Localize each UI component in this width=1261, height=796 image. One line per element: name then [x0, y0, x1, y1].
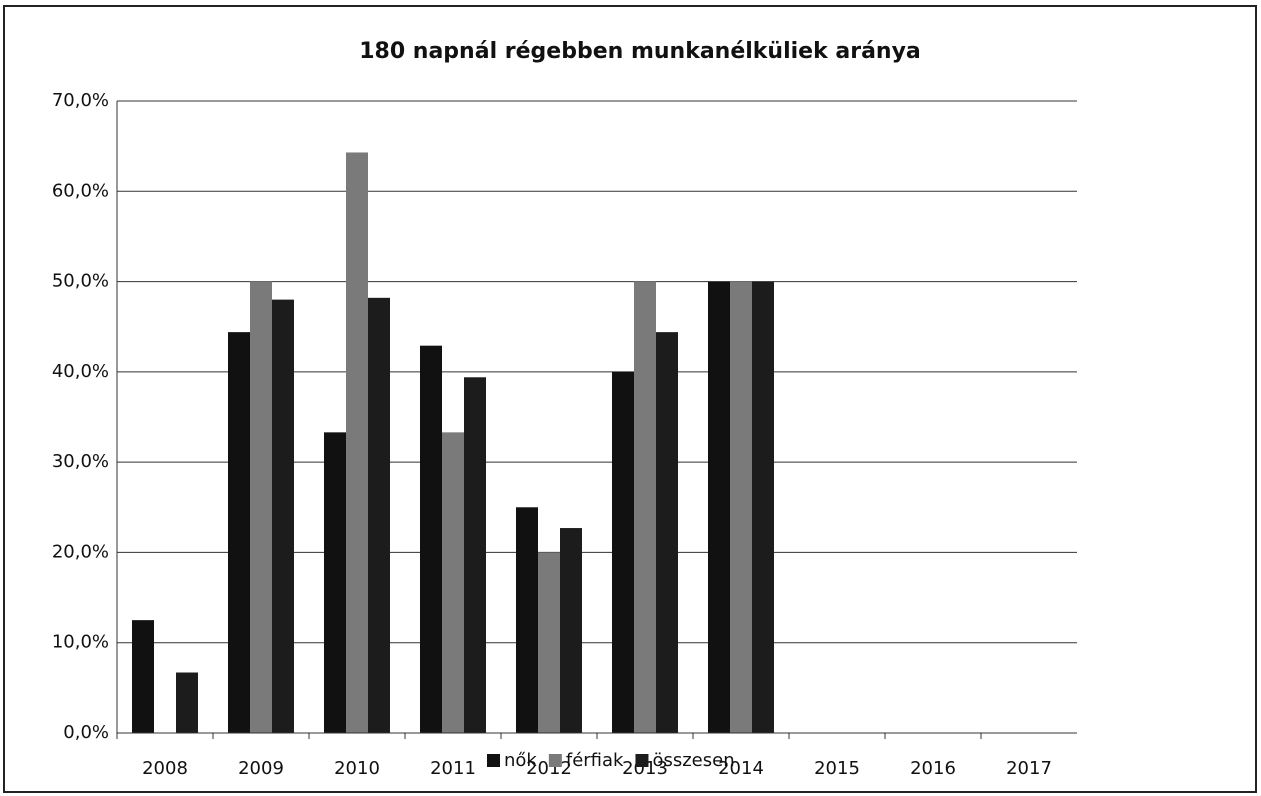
x-tick-label: 2013: [622, 758, 668, 779]
bar: [420, 345, 442, 733]
chart-frame: [3, 5, 1257, 793]
x-tick-label: 2010: [334, 758, 380, 779]
bar: [752, 281, 774, 733]
y-tick-label: 60,0%: [52, 180, 109, 201]
y-tick-label: 0,0%: [63, 722, 109, 743]
legend-swatch: [635, 754, 649, 767]
bar: [612, 371, 634, 733]
y-tick-label: 10,0%: [52, 632, 109, 653]
bar: [442, 432, 464, 733]
y-tick-label: 50,0%: [52, 271, 109, 292]
bar: [368, 297, 390, 733]
x-tick-label: 2008: [142, 758, 188, 779]
bar: [272, 299, 294, 733]
legend-swatch: [487, 754, 500, 767]
legend-label: férfiak: [566, 750, 624, 771]
legend-label: összesen: [652, 750, 734, 771]
chart-title: 180 napnál régebben munkanélküliek arány…: [359, 39, 921, 64]
x-tick-label: 2014: [718, 758, 764, 779]
bar: [516, 507, 538, 733]
x-tick-label: 2011: [430, 758, 476, 779]
x-tick-label: 2015: [814, 758, 860, 779]
legend-label: nők: [504, 750, 537, 771]
bar: [250, 281, 272, 733]
bar: [346, 152, 368, 733]
y-tick-label: 40,0%: [52, 361, 109, 382]
bar: [176, 672, 198, 733]
bar: [324, 432, 346, 733]
bar: [538, 552, 560, 733]
bar: [132, 620, 154, 733]
bar: [730, 281, 752, 733]
x-tick-label: 2009: [238, 758, 284, 779]
bar: [464, 377, 486, 733]
x-tick-label: 2016: [910, 758, 956, 779]
y-tick-label: 70,0%: [52, 90, 109, 111]
bar: [708, 281, 730, 733]
x-tick-label: 2017: [1006, 758, 1052, 779]
bar: [228, 332, 250, 733]
y-tick-label: 20,0%: [52, 541, 109, 562]
bar: [656, 332, 678, 733]
bar: [634, 281, 656, 733]
legend-swatch: [548, 754, 562, 767]
bar: [560, 528, 582, 733]
y-tick-label: 30,0%: [52, 451, 109, 472]
